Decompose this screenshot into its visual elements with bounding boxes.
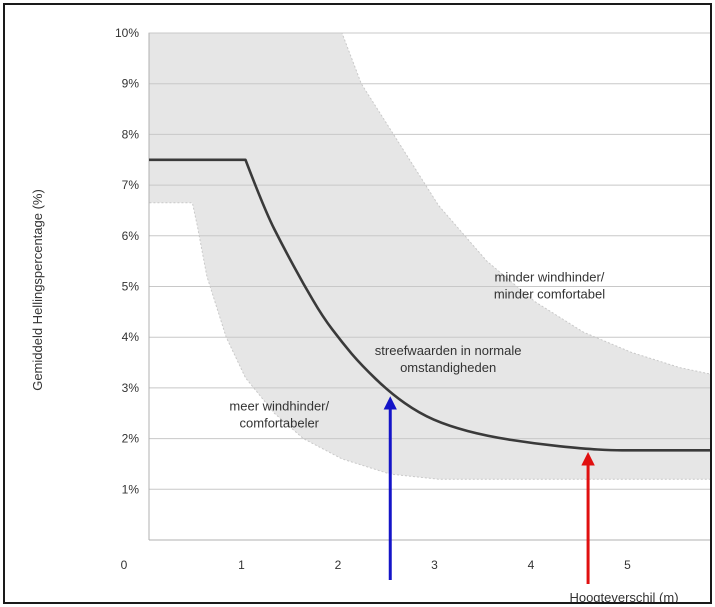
- y-axis-title: Gemiddeld Hellingspercentage (%): [30, 189, 45, 391]
- annotation-line: meer windhinder/: [229, 399, 329, 414]
- y-tick-label: 7%: [122, 178, 140, 192]
- annotation-line: minder windhinder/: [495, 269, 605, 284]
- x-tick-label: 2: [335, 558, 342, 572]
- x-tick-label: 0: [121, 558, 128, 572]
- y-tick-label: 4%: [122, 330, 140, 344]
- target-curve: [149, 158, 710, 452]
- x-tick-label: 3: [431, 558, 438, 572]
- y-tick-label: 6%: [122, 229, 140, 243]
- y-tick-label: 5%: [122, 280, 140, 294]
- annotation-line: streefwaarden in normale: [375, 343, 522, 358]
- y-tick-label: 3%: [122, 381, 140, 395]
- x-tick-label: 4: [528, 558, 535, 572]
- slope-chart: minder windhinder/minder comfortabel stre…: [30, 26, 710, 604]
- annotation-line: omstandigheden: [400, 360, 496, 375]
- comfort-band: [148, 32, 710, 480]
- y-tick-label: 1%: [122, 482, 140, 496]
- annotation: meer windhinder/comfortabeler: [229, 399, 329, 431]
- annotation-line: comfortabeler: [240, 416, 320, 431]
- y-tick-label: 8%: [122, 127, 140, 141]
- y-tick-label: 9%: [122, 77, 140, 91]
- x-axis-title: Hoogteverschil (m): [569, 590, 678, 604]
- annotation: minder windhinder/minder comfortabel: [494, 269, 605, 301]
- y-tick-label: 2%: [122, 432, 140, 446]
- y-tick-label: 10%: [115, 26, 139, 40]
- chart-frame: minder windhinder/minder comfortabel stre…: [3, 3, 712, 604]
- annotation: streefwaarden in normale omstandigheden: [375, 343, 522, 375]
- x-tick-label: 5: [624, 558, 631, 572]
- x-tick-label: 1: [238, 558, 245, 572]
- annotation-line: minder comfortabel: [494, 286, 605, 301]
